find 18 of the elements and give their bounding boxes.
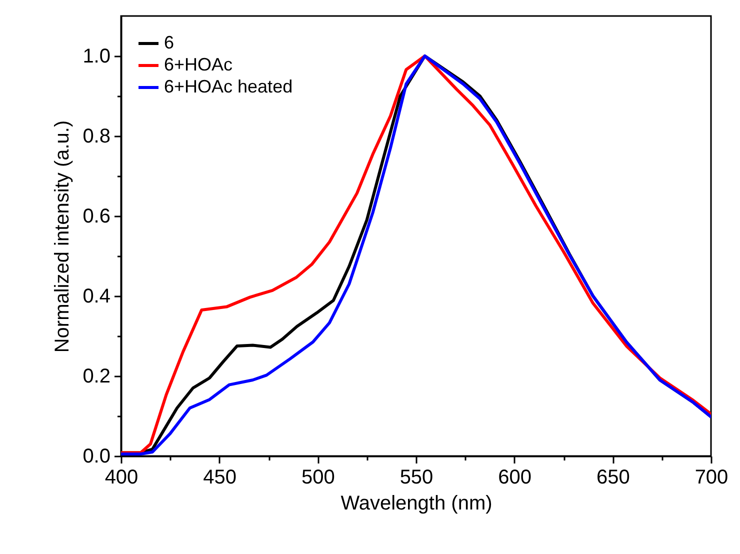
x-tick-label: 650 bbox=[596, 466, 630, 488]
x-tick-label: 700 bbox=[694, 466, 728, 488]
x-tick-label: 500 bbox=[301, 466, 335, 488]
y-tick-label: 0.8 bbox=[82, 126, 110, 148]
legend-label: 6+HOAc heated bbox=[164, 76, 293, 96]
x-tick-label: 550 bbox=[400, 466, 434, 488]
x-tick-label: 450 bbox=[203, 466, 237, 488]
x-tick-label: 600 bbox=[498, 466, 532, 488]
y-tick-label: 0.4 bbox=[82, 286, 110, 308]
y-tick-label: 0.0 bbox=[82, 446, 110, 468]
y-axis-title: Normalized intensity (a.u.) bbox=[52, 120, 74, 353]
y-tick-label: 0.2 bbox=[82, 366, 110, 388]
x-tick-label: 400 bbox=[104, 466, 138, 488]
y-tick-label: 0.6 bbox=[82, 206, 110, 228]
x-axis-title: Wavelength (nm) bbox=[340, 492, 492, 514]
y-tick-label: 1.0 bbox=[82, 46, 110, 68]
legend-label: 6+HOAc bbox=[164, 54, 233, 74]
legend-label: 6 bbox=[164, 32, 174, 52]
